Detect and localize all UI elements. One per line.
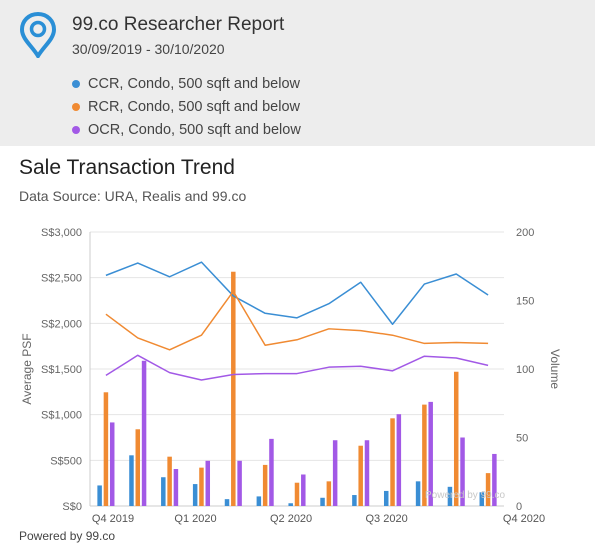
report-header: 99.co Researcher Report 30/09/2019 - 30/… — [0, 0, 595, 146]
chart-title: Sale Transaction Trend — [19, 156, 235, 179]
volume-bar — [428, 401, 433, 506]
sale-transaction-chart: S$0 S$500 S$1,000 S$1,500 S$2,000 S$2,500 S$3,… — [20, 227, 562, 525]
y-right-tick-label: 200 — [516, 227, 534, 239]
y-right-tick-label: 0 — [516, 501, 522, 513]
volume-bar — [199, 467, 204, 506]
x-tick-label: Q1 2020 — [174, 513, 216, 525]
volume-bar — [320, 497, 325, 506]
volume-bar — [167, 456, 172, 506]
legend-label-ocr: OCR, Condo, 500 sqft and below — [88, 121, 301, 138]
volume-bar — [109, 422, 115, 506]
volume-bar — [269, 438, 274, 506]
volume-bar — [262, 464, 268, 506]
y-right-tick-label: 100 — [516, 364, 534, 376]
volume-bar — [231, 271, 236, 506]
report-title: 99.co Researcher Report — [72, 14, 285, 35]
report-date-range: 30/09/2019 - 30/10/2020 — [72, 41, 225, 57]
legend-dot-ocr — [72, 125, 80, 134]
y-left-tick-label: S$2,000 — [41, 318, 82, 330]
legend-item-rcr: RCR, Condo, 500 sqft and below — [72, 95, 301, 118]
volume-bar — [485, 473, 491, 506]
volume-bar — [224, 499, 230, 506]
y-left-tick-label: S$2,500 — [41, 273, 82, 285]
y-right-tick-label: 50 — [516, 433, 528, 445]
volume-bar — [460, 437, 465, 506]
x-tick-label: Q2 2020 — [270, 513, 312, 525]
x-tick-label: Q4 2020 — [503, 513, 545, 525]
psf-line — [105, 261, 489, 325]
volume-bar — [192, 484, 198, 506]
volume-bar — [358, 445, 363, 506]
volume-bar — [301, 474, 306, 506]
volume-bar — [326, 481, 332, 506]
volume-bar — [256, 496, 262, 506]
watermark: Powered by 99.co — [425, 490, 505, 501]
volume-bar — [492, 453, 497, 506]
volume-bar — [479, 492, 485, 506]
legend: CCR, Condo, 500 sqft and below RCR, Cond… — [72, 72, 301, 141]
volume-bar — [161, 477, 166, 506]
legend-dot-ccr — [72, 79, 80, 88]
chart-subtitle: Data Source: URA, Realis and 99.co — [19, 188, 247, 204]
y-right-axis-title: Volume — [548, 349, 562, 389]
volume-bar — [383, 490, 389, 506]
volume-bar — [141, 360, 147, 506]
x-tick-label: Q3 2020 — [366, 513, 408, 525]
volume-bar — [364, 440, 370, 506]
volume-bar — [173, 469, 179, 506]
volume-bar — [237, 460, 242, 506]
psf-line — [105, 290, 489, 351]
legend-label-ccr: CCR, Condo, 500 sqft and below — [88, 75, 300, 92]
y-left-tick-label: S$3,000 — [41, 227, 82, 239]
volume-bar — [103, 392, 109, 506]
y-left-tick-label: S$1,000 — [41, 410, 82, 422]
powered-by-footer: Powered by 99.co — [19, 529, 116, 543]
volume-bar — [422, 404, 427, 506]
x-tick-label: Q4 2019 — [92, 513, 134, 525]
volume-bar — [453, 371, 459, 506]
y-left-tick-label: S$1,500 — [41, 364, 82, 376]
volume-bar — [332, 440, 338, 506]
legend-item-ccr: CCR, Condo, 500 sqft and below — [72, 72, 301, 95]
volume-bar — [294, 482, 300, 506]
y-left-tick-label: S$500 — [50, 455, 82, 467]
volume-bar — [352, 495, 357, 506]
y-right-tick-label: 150 — [516, 296, 534, 308]
volume-bar — [288, 503, 293, 506]
volume-bar — [135, 429, 141, 506]
volume-bar — [390, 418, 395, 506]
legend-label-rcr: RCR, Condo, 500 sqft and below — [88, 98, 300, 115]
volume-bar — [447, 486, 453, 506]
volume-bar — [97, 485, 102, 506]
map-pin-logo-icon — [20, 12, 56, 58]
volume-bar — [396, 414, 402, 506]
legend-item-ocr: OCR, Condo, 500 sqft and below — [72, 118, 301, 141]
volume-bar — [129, 455, 134, 506]
y-left-tick-label: S$0 — [62, 501, 82, 513]
volume-bar — [205, 460, 211, 506]
y-left-axis-title: Average PSF — [20, 333, 34, 404]
volume-bar — [415, 481, 421, 506]
psf-line — [105, 354, 489, 381]
legend-dot-rcr — [72, 102, 80, 111]
